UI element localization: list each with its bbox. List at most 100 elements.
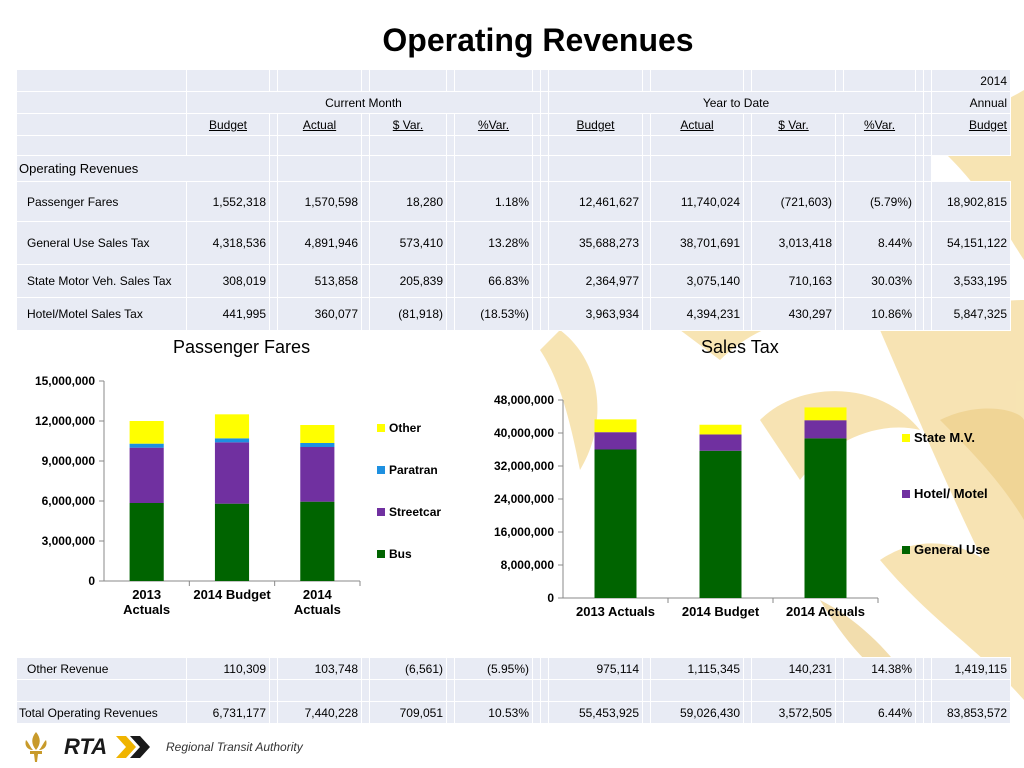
col-annual-budget: Budget xyxy=(931,113,1011,136)
cell-ytd-var: 3,013,418 xyxy=(751,221,836,265)
legend-label: State M.V. xyxy=(914,430,975,445)
cell-ytd-var: 710,163 xyxy=(751,264,836,298)
table-row: Other Revenue 110,309 103,748 (6,561) (5… xyxy=(16,657,1011,680)
col-ytd-actual: Actual xyxy=(650,113,744,136)
bar-segment-streetcar xyxy=(129,447,164,503)
cell-ytd-actual: 11,740,024 xyxy=(650,181,744,222)
cell-cm-pct: (18.53%) xyxy=(454,297,533,331)
cell-cm-var: (81,918) xyxy=(369,297,447,331)
fleur-de-lis-icon xyxy=(25,732,47,762)
bar-segment-paratran xyxy=(300,443,335,447)
header-annual: Annual xyxy=(931,91,1011,114)
operating-revenues-table: 2014 Current Month Year to Date Annual B… xyxy=(16,69,1011,331)
bar-segment-other xyxy=(129,421,164,444)
x-tick-label: 2014 Actuals xyxy=(786,604,865,619)
y-tick-label: 3,000,000 xyxy=(42,534,96,548)
cell-ytd-actual: 59,026,430 xyxy=(650,701,744,724)
cell-cm-budget: 1,552,318 xyxy=(186,181,270,222)
cell-ytd-var: 140,231 xyxy=(751,657,836,680)
cell-cm-budget: 4,318,536 xyxy=(186,221,270,265)
bar-segment-state-m-v- xyxy=(699,424,742,435)
cell-ytd-budget: 975,114 xyxy=(548,657,643,680)
cell-cm-actual: 513,858 xyxy=(277,264,362,298)
x-tick-label: Actuals xyxy=(294,602,341,617)
legend-label: Bus xyxy=(389,547,412,561)
bar-segment-general-use xyxy=(804,438,847,598)
row-label: Passenger Fares xyxy=(16,181,187,222)
y-tick-label: 40,000,000 xyxy=(494,426,554,440)
cell-cm-budget: 6,731,177 xyxy=(186,701,270,724)
x-tick-label: 2013 xyxy=(132,587,161,602)
row-label: State Motor Veh. Sales Tax xyxy=(16,264,187,298)
rta-logo: RTA xyxy=(25,732,150,762)
cell-cm-pct: 66.83% xyxy=(454,264,533,298)
cell-cm-actual: 360,077 xyxy=(277,297,362,331)
header-row-groups: Current Month Year to Date Annual xyxy=(16,91,1011,114)
cell-cm-actual: 103,748 xyxy=(277,657,362,680)
legend-swatch xyxy=(902,546,910,554)
passenger-fares-chart: 0 3,000,000 6,000,000 9,000,000 12,000,000 15… xyxy=(35,374,441,617)
header-year-to-date: Year to Date xyxy=(548,91,924,114)
bar-segment-paratran xyxy=(214,438,250,443)
bar-segment-streetcar xyxy=(300,447,335,502)
y-tick-label: 24,000,000 xyxy=(494,492,554,506)
legend-swatch xyxy=(377,550,385,558)
bar-segment-bus xyxy=(129,503,164,581)
cell-annual-budget: 3,533,195 xyxy=(931,264,1011,298)
spacer-row xyxy=(16,679,1011,702)
y-tick-label: 6,000,000 xyxy=(42,494,96,508)
y-tick-label: 12,000,000 xyxy=(35,414,95,428)
header-row-year: 2014 xyxy=(16,69,1011,92)
cell-cm-actual: 7,440,228 xyxy=(277,701,362,724)
cell-annual-budget: 5,847,325 xyxy=(931,297,1011,331)
y-tick-label: 16,000,000 xyxy=(494,525,554,539)
cell-ytd-budget: 3,963,934 xyxy=(548,297,643,331)
bar-segment-hotel-motel xyxy=(699,434,742,451)
legend-swatch xyxy=(902,434,910,442)
total-row: Total Operating Revenues 6,731,177 7,440… xyxy=(16,701,1011,724)
x-tick-label: 2014 Budget xyxy=(193,587,271,602)
cell-ytd-pct: 6.44% xyxy=(843,701,916,724)
cell-cm-pct: 13.28% xyxy=(454,221,533,265)
col-cm-actual: Actual xyxy=(277,113,362,136)
legend-label: Hotel/ Motel xyxy=(914,486,988,501)
cell-cm-budget: 308,019 xyxy=(186,264,270,298)
cell-ytd-budget: 12,461,627 xyxy=(548,181,643,222)
header-year: 2014 xyxy=(931,69,1011,92)
other-and-total-revenues-table: Other Revenue 110,309 103,748 (6,561) (5… xyxy=(16,657,1011,724)
sales-tax-chart: 0 8,000,000 16,000,000 24,000,000 32,000,000… xyxy=(494,393,990,619)
passenger-fares-chart-title: Passenger Fares xyxy=(173,337,311,357)
row-label: Hotel/Motel Sales Tax xyxy=(16,297,187,331)
x-tick-label: 2013 Actuals xyxy=(576,604,655,619)
y-tick-label: 0 xyxy=(547,591,554,605)
bar-segment-general-use xyxy=(594,449,637,598)
cell-annual-budget: 18,902,815 xyxy=(931,181,1011,222)
col-ytd-var: $ Var. xyxy=(751,113,836,136)
chevron-right-icon xyxy=(116,736,150,758)
cell-ytd-pct: 30.03% xyxy=(843,264,916,298)
cell-ytd-actual: 1,115,345 xyxy=(650,657,744,680)
cell-cm-budget: 110,309 xyxy=(186,657,270,680)
cell-cm-var: 709,051 xyxy=(369,701,447,724)
legend-swatch xyxy=(902,490,910,498)
legend-label: Other xyxy=(389,421,421,435)
cell-ytd-var: 430,297 xyxy=(751,297,836,331)
cell-ytd-actual: 4,394,231 xyxy=(650,297,744,331)
cell-cm-pct: (5.95%) xyxy=(454,657,533,680)
cell-ytd-pct: (5.79%) xyxy=(843,181,916,222)
cell-ytd-budget: 35,688,273 xyxy=(548,221,643,265)
cell-cm-actual: 4,891,946 xyxy=(277,221,362,265)
rta-logo-text: RTA xyxy=(64,734,107,759)
cell-cm-pct: 10.53% xyxy=(454,701,533,724)
y-tick-label: 9,000,000 xyxy=(42,454,96,468)
section-row: Operating Revenues xyxy=(16,155,1011,182)
y-tick-label: 15,000,000 xyxy=(35,374,95,388)
table-row: Hotel/Motel Sales Tax 441,995 360,077 (8… xyxy=(16,297,1011,331)
y-tick-label: 8,000,000 xyxy=(501,558,555,572)
cell-cm-budget: 441,995 xyxy=(186,297,270,331)
bar-segment-bus xyxy=(214,503,250,581)
col-cm-pct: %Var. xyxy=(454,113,533,136)
col-cm-budget: Budget xyxy=(186,113,270,136)
section-label: Operating Revenues xyxy=(16,155,270,182)
bar-segment-hotel-motel xyxy=(594,432,637,450)
